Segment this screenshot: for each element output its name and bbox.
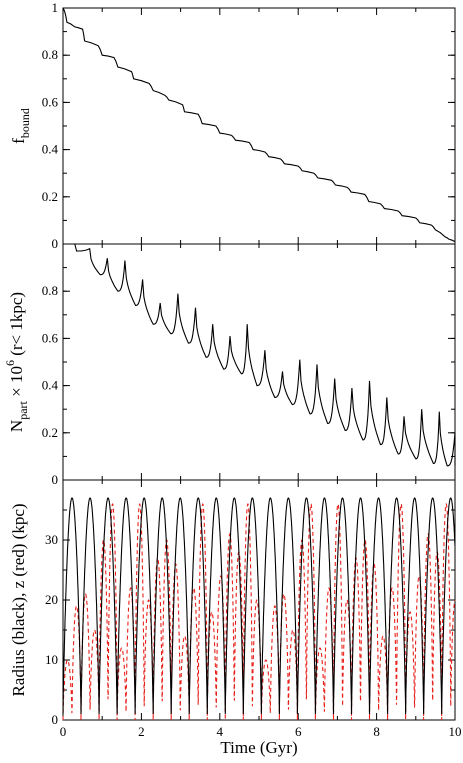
y-tick-label: 0.6 bbox=[42, 330, 59, 345]
y-label-main: N bbox=[7, 420, 26, 432]
series-line-fbound bbox=[62, 7, 456, 243]
y-tick-label: 30 bbox=[45, 532, 58, 547]
y-label-sub: bound bbox=[18, 108, 32, 138]
panel-radius-z: 0 10 20 30 0 2 4 6 8 10 Time (Gyr) Radius (black), … bbox=[9, 479, 462, 757]
x-tick-label: 0 bbox=[60, 724, 67, 739]
series-line-npart bbox=[63, 243, 456, 467]
x-tick-label: 8 bbox=[373, 724, 380, 739]
y-label-sub: part bbox=[16, 400, 30, 419]
y-label-tail: (r< 1kpc) bbox=[7, 292, 26, 360]
y-label-sup: 6 bbox=[3, 360, 17, 366]
y-tick-label: 1 bbox=[52, 0, 59, 15]
x-axis-label: Time (Gyr) bbox=[220, 738, 297, 757]
y-tick-label: 0.8 bbox=[42, 47, 58, 62]
y-tick-label: 10 bbox=[45, 652, 58, 667]
plot-frame-1 bbox=[62, 7, 456, 245]
plot-frame-2 bbox=[62, 243, 456, 481]
y-axis-label: Radius (black), z (red) (kpc) bbox=[9, 503, 28, 696]
y-tick-label: 0 bbox=[52, 236, 59, 251]
x-tick-label: 4 bbox=[217, 724, 224, 739]
y-tick-label: 0.4 bbox=[42, 378, 59, 393]
y-tick-label: 0 bbox=[52, 472, 59, 487]
y-tick-label: 0.2 bbox=[42, 425, 58, 440]
x-tick-label: 10 bbox=[449, 724, 462, 739]
y-tick-label: 0.8 bbox=[42, 283, 58, 298]
x-tick-label: 2 bbox=[138, 724, 145, 739]
x-tick-label: 6 bbox=[295, 724, 302, 739]
series-line-radius bbox=[62, 497, 456, 715]
y-tick-label: 0.2 bbox=[42, 189, 58, 204]
panel-fbound: 0 0.2 0.4 0.6 0.8 1 fbound bbox=[9, 0, 456, 251]
y-axis-label: fbound bbox=[9, 108, 32, 144]
y-tick-label: 0 bbox=[52, 712, 59, 727]
y-tick-label: 0.6 bbox=[42, 94, 59, 109]
y-label-mid: × 10 bbox=[7, 366, 26, 401]
y-tick-label: 0.4 bbox=[42, 142, 59, 157]
y-label-main: f bbox=[9, 138, 28, 144]
panel-npart: 0 0.2 0.4 0.6 0.8 Npart × 106 (r< 1kpc) bbox=[3, 243, 456, 487]
y-axis-label: Npart × 106 (r< 1kpc) bbox=[3, 292, 30, 432]
y-tick-label: 20 bbox=[45, 592, 58, 607]
